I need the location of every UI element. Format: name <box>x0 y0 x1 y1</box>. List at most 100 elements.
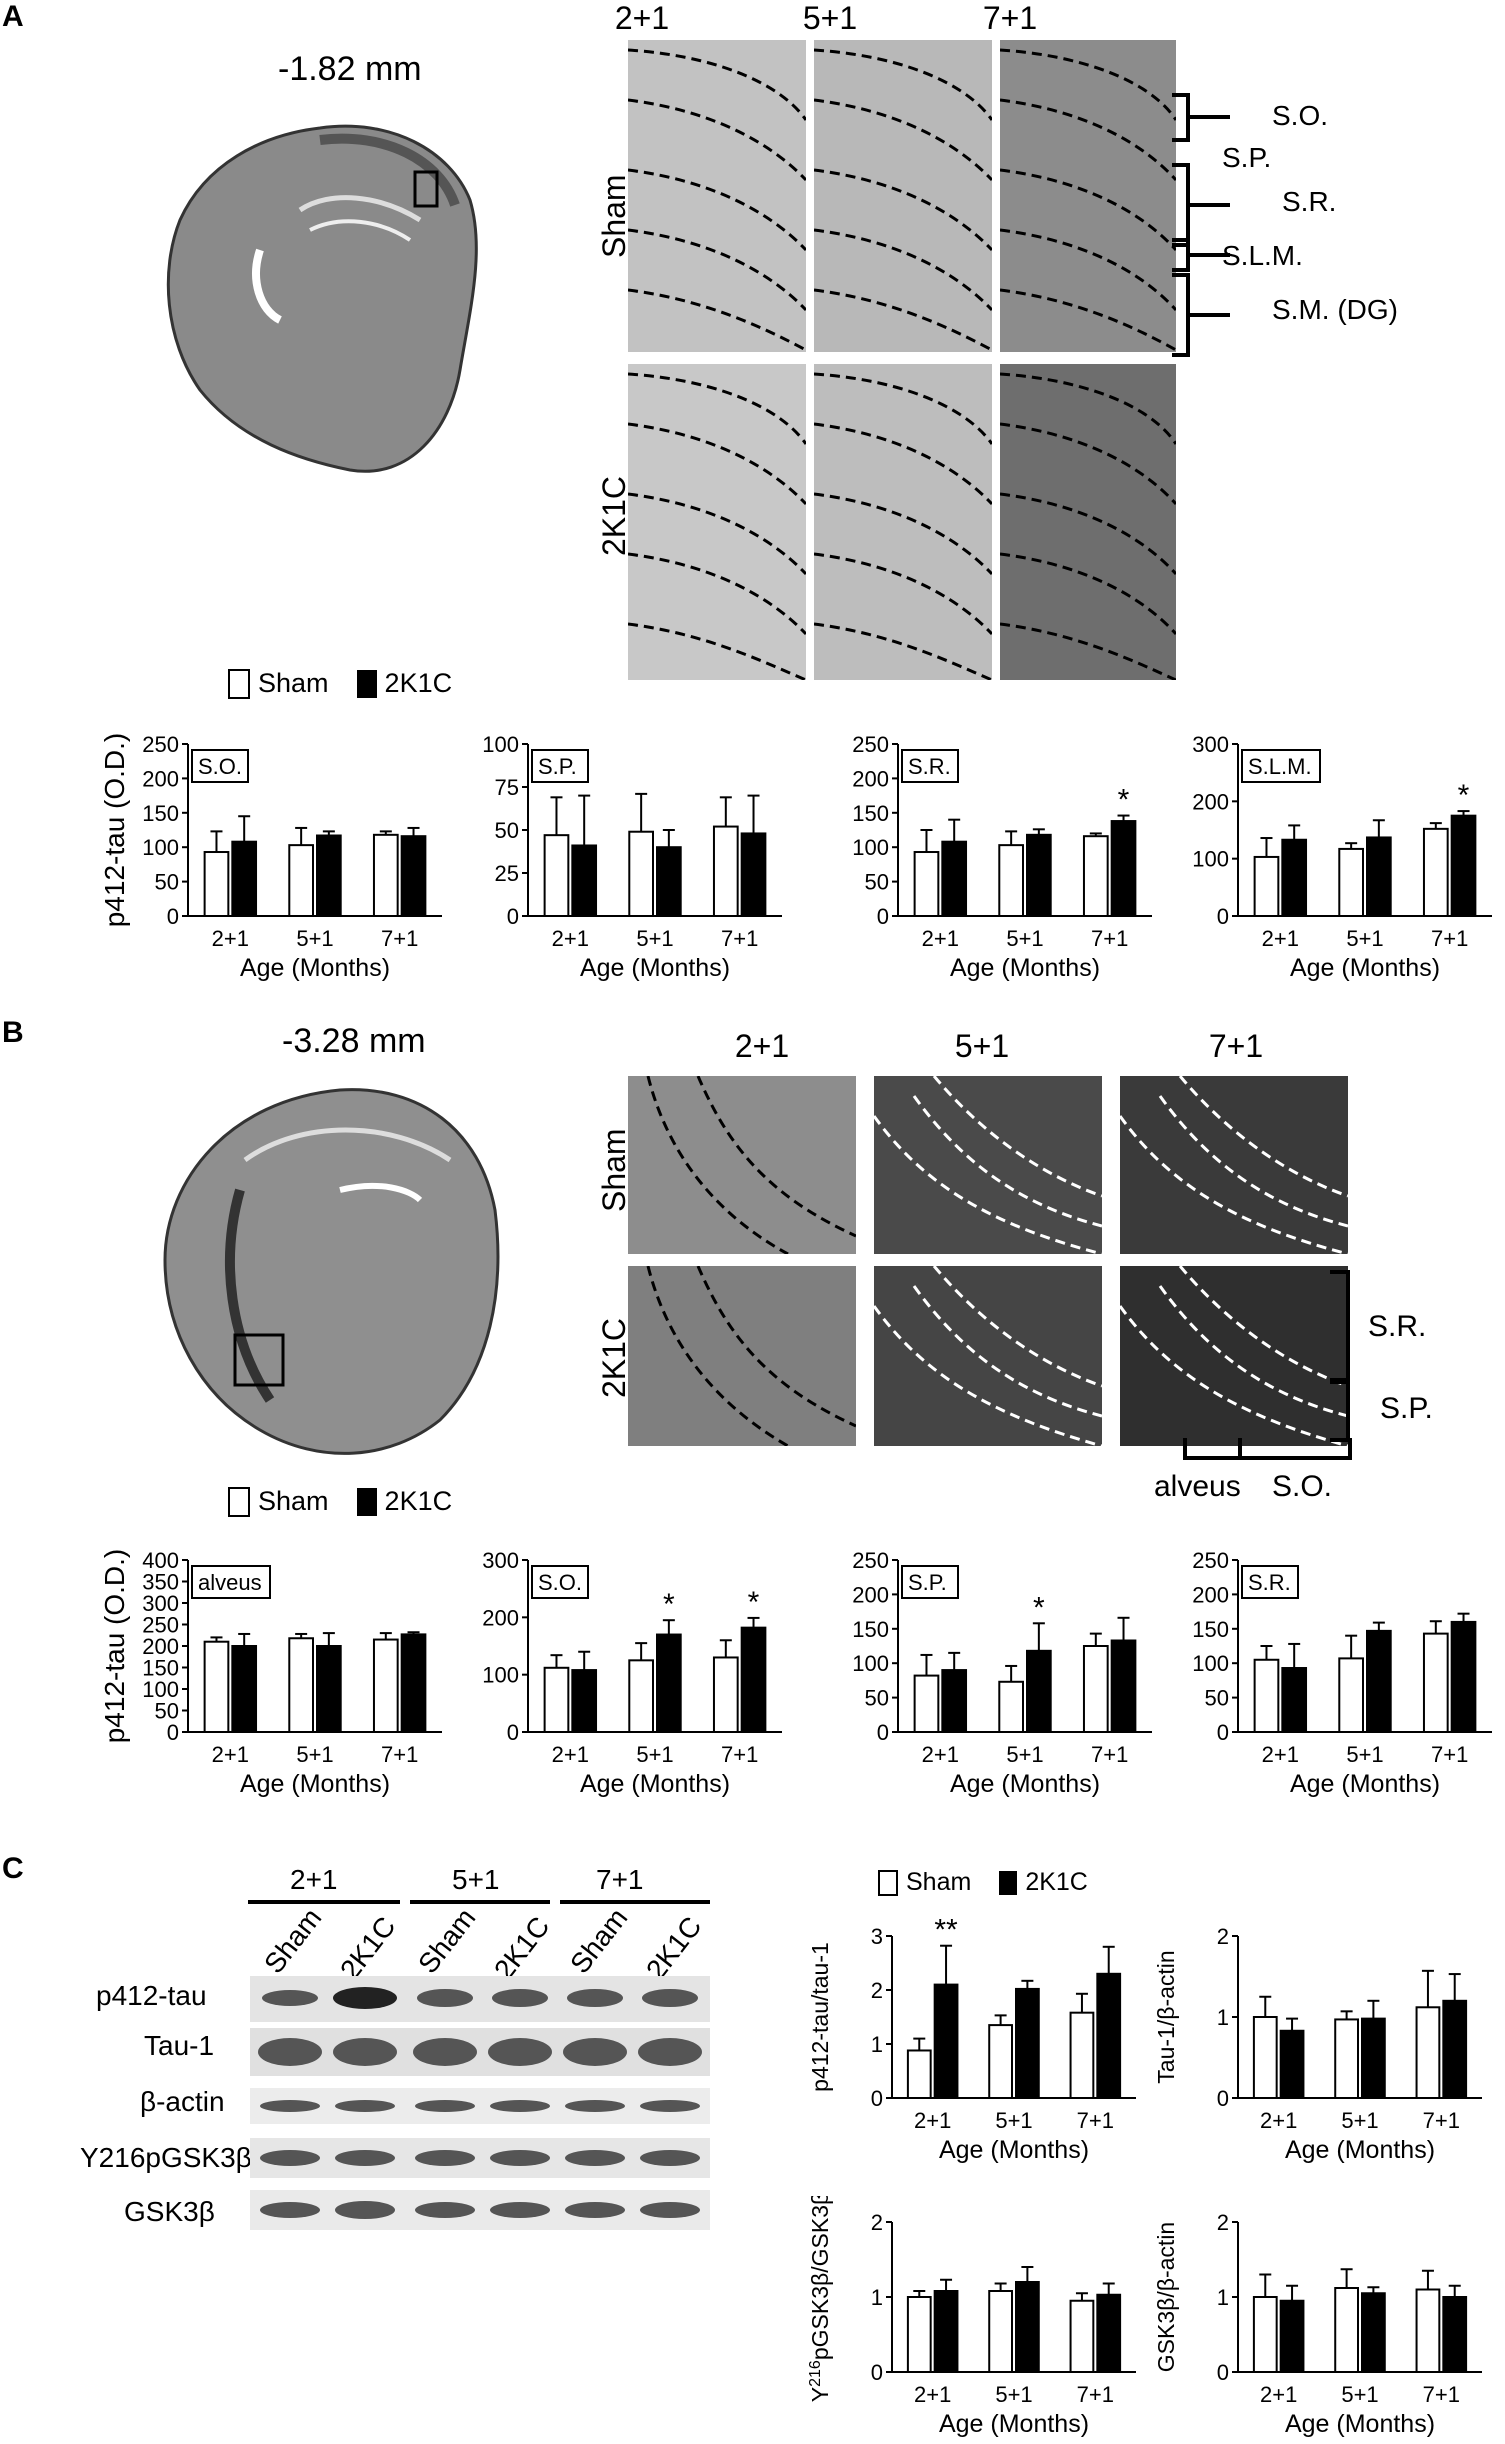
bar-2k1c <box>933 1983 959 2099</box>
a-layer-sm-dg: S.M. (DG) <box>1272 294 1398 325</box>
legend-2k1c-swatch <box>356 669 377 698</box>
y-tick-label: 25 <box>495 861 519 886</box>
y-tick-label: 200 <box>142 766 179 791</box>
panel-b-letter: B <box>2 1016 24 1049</box>
x-tick-label: 7+1 <box>1077 2108 1114 2133</box>
blot-group-1: 2+1 <box>290 1864 338 1895</box>
bar-2k1c <box>656 846 682 917</box>
y-tick-label: 100 <box>482 732 519 757</box>
y-tick-label: 200 <box>142 1634 179 1659</box>
chart-a-sr: 0 50 100 150 200 250 S.R. 2+1 5+1 * 7+1 Age (Months… <box>852 732 1152 982</box>
legend-b: Sham 2K1C <box>228 1486 452 1517</box>
b-layer-brackets <box>1183 1270 1352 1460</box>
blot-group-2: 5+1 <box>452 1864 500 1895</box>
a-micrograph-2k1c-2 <box>628 364 806 680</box>
bar-2k1c <box>656 1633 682 1733</box>
y-tick-label: 50 <box>865 1686 889 1711</box>
a-micrograph-2k1c-5 <box>814 364 992 680</box>
x-tick-label: 7+1 <box>1431 926 1468 951</box>
x-tick-label: 2+1 <box>212 1742 249 1767</box>
y-tick-label: 200 <box>482 1605 519 1630</box>
y-tick-label: 0 <box>871 2360 883 2385</box>
x-tick-label: 5+1 <box>296 926 333 951</box>
brain-section-b <box>163 1088 500 1455</box>
chart-panel-label-box <box>531 1565 589 1599</box>
y-tick-label: 150 <box>852 801 889 826</box>
chart-c-gsk3b-actin: 0 1 2 GSK3β/β-actin 2+1 5+1 7+1 Age (Months) <box>1153 2210 1482 2438</box>
bar-sham <box>628 1659 655 1733</box>
bar-sham <box>1253 1658 1280 1733</box>
bar-2k1c <box>316 834 342 917</box>
y-tick-label: 150 <box>142 801 179 826</box>
legend-sham-swatch <box>228 1486 250 1517</box>
bar-2k1c <box>1015 1987 1040 2099</box>
y-tick-label: 250 <box>142 732 179 757</box>
x-tick-label: 2+1 <box>922 1742 959 1767</box>
bar-2k1c <box>1096 2293 1122 2373</box>
bar-2k1c <box>1450 814 1477 917</box>
y-tick-label: 200 <box>852 766 889 791</box>
y-tick-label: 75 <box>495 775 519 800</box>
significance-star: * <box>663 1588 675 1621</box>
x-tick-label: 2+1 <box>1262 1742 1299 1767</box>
y-tick-label: 250 <box>852 1548 889 1573</box>
y-tick-label: 1 <box>1217 2005 1229 2030</box>
y-tick-label: 1 <box>871 2032 883 2057</box>
chart-b-sp: 0 50 100 150 200 250 S.P. 2+1 * 5+1 7+1 Age (Months… <box>852 1548 1152 1798</box>
significance-star: * <box>1033 1591 1045 1624</box>
legend-2k1c-swatch <box>356 1487 377 1516</box>
x-tick-label: 5+1 <box>636 1742 673 1767</box>
bar-2k1c <box>1442 1999 1468 2099</box>
b-micrograph-2k1c-5 <box>874 1266 1102 1446</box>
chart-panel-label-box <box>1241 1565 1299 1599</box>
bar-2k1c <box>1015 2281 1040 2373</box>
y-tick-label: 250 <box>1192 1548 1229 1573</box>
y-tick-label: 300 <box>1192 732 1229 757</box>
chart-panel-label: S.R. <box>908 754 951 779</box>
bar-sham <box>1069 2299 1095 2373</box>
y-tick-label: 1 <box>1217 2285 1229 2310</box>
y-tick-label: 0 <box>877 904 889 929</box>
x-tick-label: 2+1 <box>552 926 589 951</box>
bar-sham <box>1334 2018 1360 2099</box>
bar-2k1c <box>1279 2299 1305 2373</box>
x-tick-label: 5+1 <box>1346 1742 1383 1767</box>
x-axis-label: Age (Months) <box>240 1770 390 1798</box>
bar-2k1c <box>1366 836 1392 917</box>
blot-group-3: 7+1 <box>596 1864 644 1895</box>
x-axis-label: Age (Months) <box>580 954 730 982</box>
x-tick-label: 2+1 <box>922 926 959 951</box>
y-tick-label: 2 <box>871 2210 883 2235</box>
x-tick-label: 5+1 <box>1006 926 1043 951</box>
y-tick-label: 0 <box>871 2086 883 2111</box>
y-tick-label: 300 <box>142 1591 179 1616</box>
chart-c-p412-tau1: 0 1 2 3 p412-tau/tau-1 ** 2+1 5+1 7+1 Age (Months… <box>807 1914 1136 2164</box>
x-tick-label: 7+1 <box>1091 1742 1128 1767</box>
chart-panel-label: S.R. <box>1248 1570 1291 1595</box>
x-axis-label: Age (Months) <box>939 2410 1089 2438</box>
bar-sham <box>1415 2288 1441 2373</box>
a-micrograph-sham-2 <box>628 40 806 352</box>
panel-a-letter: A <box>2 0 24 33</box>
bar-sham <box>906 2049 932 2099</box>
bar-2k1c <box>1110 1639 1137 1733</box>
bar-2k1c <box>1096 1972 1122 2099</box>
y-tick-label: 250 <box>852 732 889 757</box>
bar-sham <box>1252 2296 1278 2373</box>
y-tick-label: 1 <box>871 2285 883 2310</box>
x-tick-label: 5+1 <box>1346 926 1383 951</box>
y-tick-label: 200 <box>1192 1582 1229 1607</box>
a-layer-slm: S.L.M. <box>1222 240 1303 271</box>
chart-panel-label: S.L.M. <box>1248 754 1312 779</box>
b-micrograph-2k1c-7 <box>1120 1266 1348 1446</box>
y-tick-label: 200 <box>1192 789 1229 814</box>
legend-2k1c-swatch <box>999 1870 1018 1895</box>
y-tick-label: 0 <box>507 904 519 929</box>
a-layer-so: S.O. <box>1272 100 1329 131</box>
b-layer-sr: S.R. <box>1368 1310 1427 1343</box>
bar-sham <box>1338 1657 1365 1733</box>
chart-c-pgsk3b: 0 1 2 Y216pGSK3β/GSK3β 2+1 5+1 7+1 Age (Months) <box>807 2196 1136 2438</box>
x-tick-label: 2+1 <box>914 2382 951 2407</box>
bar-sham <box>906 2296 932 2373</box>
y-axis-label: p412-tau/tau-1 <box>807 1942 833 2092</box>
